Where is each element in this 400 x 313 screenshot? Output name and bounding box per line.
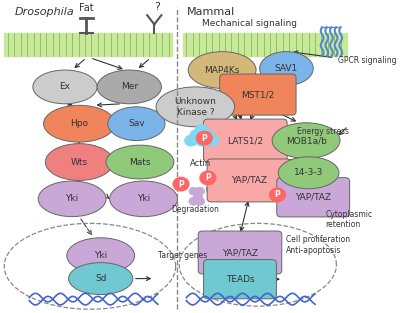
Text: Sav: Sav (128, 119, 145, 128)
Text: Cell proliferation
Anti-apoptosis: Cell proliferation Anti-apoptosis (286, 235, 350, 254)
Circle shape (193, 192, 202, 200)
Ellipse shape (67, 238, 135, 273)
Text: Target genes: Target genes (158, 251, 207, 260)
FancyBboxPatch shape (198, 231, 282, 274)
Text: Cytoplasmic
retention: Cytoplasmic retention (326, 210, 373, 229)
Ellipse shape (45, 144, 113, 180)
Text: Mer: Mer (121, 82, 138, 91)
Circle shape (195, 187, 205, 195)
Text: Mechanical signaling: Mechanical signaling (202, 19, 298, 28)
Text: Fat: Fat (79, 3, 94, 13)
Circle shape (190, 130, 203, 141)
Circle shape (189, 197, 198, 205)
Ellipse shape (260, 52, 313, 85)
Text: Actin: Actin (190, 159, 211, 168)
FancyBboxPatch shape (207, 159, 291, 202)
Circle shape (195, 124, 208, 135)
Circle shape (201, 130, 214, 141)
Text: P: P (205, 173, 211, 182)
Ellipse shape (108, 107, 165, 141)
Ellipse shape (44, 105, 115, 142)
Text: P: P (202, 134, 207, 143)
Circle shape (195, 197, 205, 205)
Text: ?: ? (154, 2, 160, 12)
Ellipse shape (272, 123, 340, 158)
Text: TEADs: TEADs (226, 275, 254, 284)
Text: Mats: Mats (129, 157, 151, 167)
Text: MOB1a/b: MOB1a/b (286, 136, 326, 145)
Circle shape (195, 135, 208, 146)
Text: Energy stress: Energy stress (297, 127, 349, 136)
Ellipse shape (97, 70, 162, 104)
Circle shape (189, 187, 198, 195)
Circle shape (206, 135, 219, 146)
Text: YAP/TAZ: YAP/TAZ (222, 248, 258, 257)
Ellipse shape (156, 87, 235, 127)
FancyBboxPatch shape (204, 119, 287, 162)
Text: GPCR signaling: GPCR signaling (338, 56, 397, 65)
Text: Degradation: Degradation (172, 205, 219, 214)
Ellipse shape (110, 181, 178, 217)
Text: Ex: Ex (60, 82, 70, 91)
Text: LATS1/2: LATS1/2 (227, 136, 264, 145)
Circle shape (173, 177, 189, 191)
FancyBboxPatch shape (220, 74, 296, 115)
Text: MST1/2: MST1/2 (241, 90, 274, 99)
Text: YAP/TAZ: YAP/TAZ (231, 176, 267, 185)
Text: P: P (275, 190, 280, 199)
Text: YAP/TAZ: YAP/TAZ (295, 193, 331, 202)
FancyBboxPatch shape (204, 259, 276, 299)
Text: P: P (178, 180, 184, 189)
Text: 14-3-3: 14-3-3 (294, 168, 323, 177)
Text: Yki: Yki (94, 251, 107, 260)
Text: Sd: Sd (95, 274, 106, 283)
Ellipse shape (68, 263, 133, 295)
Circle shape (270, 188, 285, 202)
Text: Drosophila: Drosophila (15, 7, 75, 17)
Text: Yki: Yki (137, 194, 150, 203)
Circle shape (200, 171, 216, 185)
Text: Yki: Yki (66, 194, 79, 203)
Text: MAP4Ks: MAP4Ks (204, 65, 240, 74)
Ellipse shape (33, 70, 97, 104)
Text: SAV1: SAV1 (275, 64, 298, 73)
Text: Mammal: Mammal (186, 7, 235, 17)
Text: Unknown
Kinase ?: Unknown Kinase ? (174, 97, 216, 116)
Ellipse shape (188, 52, 256, 89)
Ellipse shape (278, 157, 339, 189)
Text: Wts: Wts (71, 157, 88, 167)
Text: Hpo: Hpo (70, 119, 88, 128)
Ellipse shape (38, 181, 106, 217)
Circle shape (196, 131, 212, 145)
FancyBboxPatch shape (277, 178, 350, 217)
Circle shape (185, 135, 198, 146)
Ellipse shape (106, 145, 174, 179)
